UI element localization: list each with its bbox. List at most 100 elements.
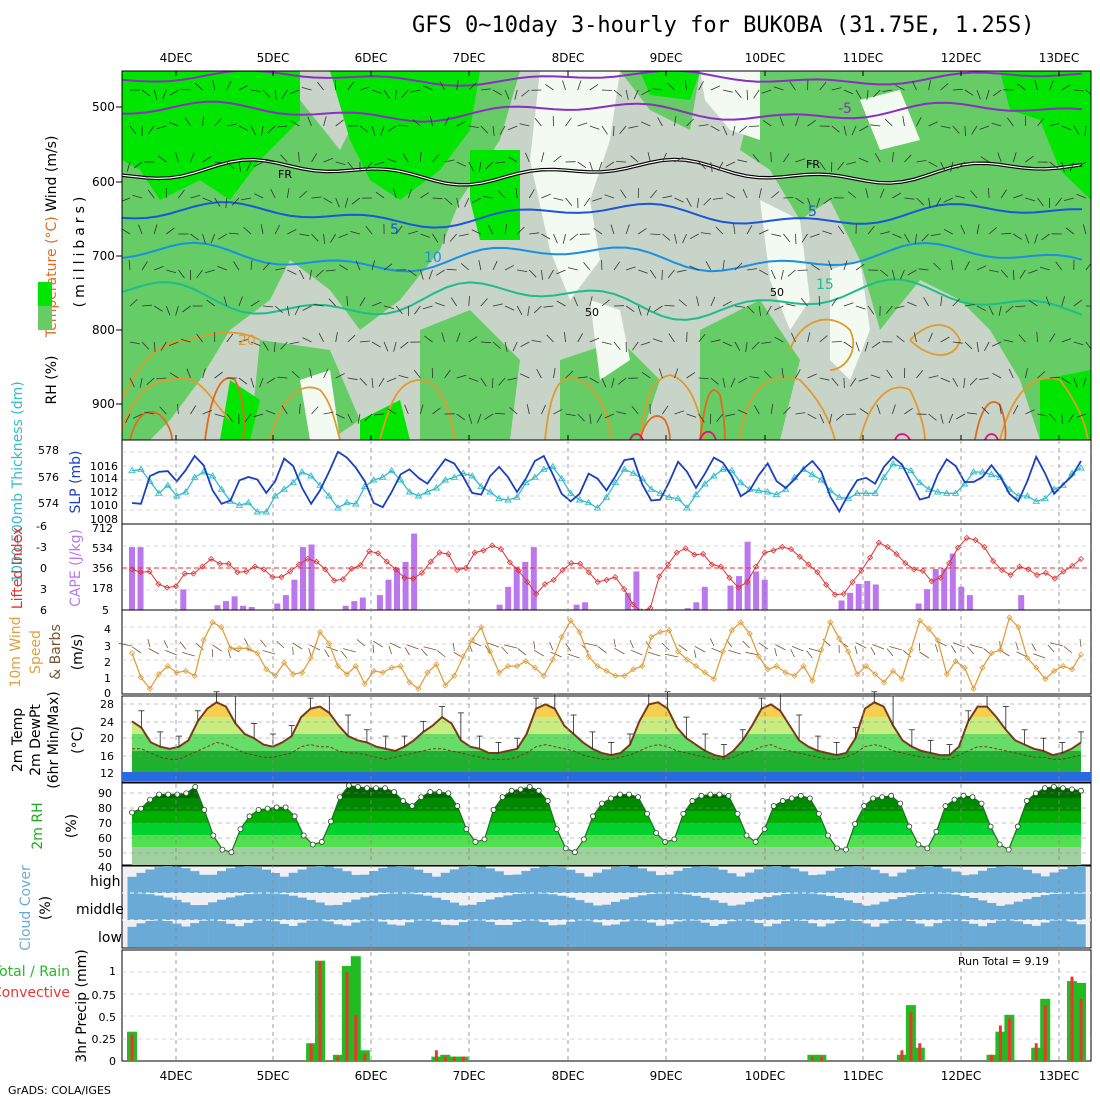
wind-barb [1037, 413, 1048, 417]
wind-barb [686, 118, 694, 127]
wind-barb [976, 224, 980, 235]
wind-barb [169, 372, 179, 379]
wind10-marker [128, 650, 136, 657]
rh2m-marker [481, 836, 488, 843]
wind-barb [424, 335, 433, 343]
cloud-low-bar [315, 920, 325, 947]
wind-barb [241, 197, 252, 201]
li-marker [471, 549, 478, 556]
wind-barb [166, 269, 177, 274]
cloud-low-bar [234, 926, 245, 947]
wind-barb [797, 269, 808, 271]
cloud-high-bar [172, 866, 182, 893]
rh2m-marker [138, 805, 144, 812]
cloud-low-bar [611, 924, 621, 947]
wind-barb [967, 412, 978, 415]
thickness-marker [907, 466, 915, 474]
rh2m-marker [644, 810, 651, 817]
rh2m-marker [129, 809, 135, 816]
li-marker [234, 569, 241, 576]
wind-barb [858, 157, 869, 163]
wind-barb [737, 159, 748, 163]
wind10-barb [678, 644, 688, 652]
wind-barb [892, 233, 902, 239]
wind-barb [661, 269, 663, 281]
cloud-high-bar [449, 869, 459, 893]
wind-barb [1049, 123, 1060, 127]
cloud-low-bar [252, 920, 262, 947]
wind10-barb [808, 648, 822, 653]
wind-barb [262, 262, 271, 271]
cloud-low-bar [154, 920, 164, 947]
wind-barb [928, 80, 932, 91]
wind-label: Wind (m/s) [44, 136, 60, 212]
wind-barb [565, 117, 572, 127]
cloud-low-bar [1058, 920, 1068, 947]
bottom-date-label: 9DEC [650, 1069, 683, 1083]
cloud-low-bar [691, 920, 701, 947]
wind-barb [311, 406, 319, 415]
cloud-high-bar [279, 876, 289, 893]
wind10-barb [533, 640, 536, 650]
thickness-marker [736, 478, 745, 486]
cloud-low-bar [575, 920, 585, 947]
cape-bar [693, 602, 700, 610]
wind-barb [763, 370, 772, 379]
wind-barb [964, 89, 974, 96]
wind-barb [999, 404, 1002, 415]
cape-bar [924, 589, 931, 610]
cloud-middle-bar [870, 904, 880, 920]
wind10-barb [952, 642, 965, 648]
contour-label-fr-1: FR [278, 168, 292, 181]
cape-bar [308, 544, 315, 610]
wind-barb [450, 297, 458, 307]
cape-bar [522, 561, 529, 610]
wind-barb [601, 299, 610, 307]
wind-barb [483, 196, 494, 199]
wind-barb [420, 192, 430, 199]
wind-barb [583, 197, 591, 207]
cloud-middle-bar [431, 897, 442, 920]
precip-panel: Run Total = 9.19 1 0.75 0.5 0.25 0 3hr P… [0, 949, 1092, 1068]
wind10-barb [292, 642, 303, 650]
rh2m-marker [535, 787, 542, 794]
rh-legend-swatch-mid [38, 306, 52, 330]
wind10-marker [639, 663, 646, 670]
li-marker [506, 559, 513, 566]
li-marker [559, 567, 566, 574]
cloud-high-bar [422, 873, 433, 893]
wind10-marker [442, 682, 449, 689]
wind10-marker [531, 664, 538, 671]
wind-barb [274, 224, 280, 235]
wind-barb [141, 89, 151, 97]
li-marker [313, 558, 320, 565]
wind-barb [766, 305, 772, 315]
cloud-high-bar [476, 866, 486, 893]
wind-barb [698, 161, 707, 170]
cloud-high-bar [611, 867, 621, 893]
cloud-high-bar [790, 868, 800, 893]
wind-barb [589, 125, 600, 130]
wind-barb [904, 407, 913, 415]
cloud-middle-bar [449, 902, 459, 920]
cloud-high-bar [754, 869, 764, 893]
wind-barb [682, 233, 687, 244]
wind-barb [317, 81, 324, 91]
wind-barb [914, 233, 917, 244]
wind-barb [970, 190, 978, 199]
rh2m-marker [409, 803, 416, 809]
cloud-high-bar [342, 871, 352, 893]
wind-barb [771, 233, 782, 237]
wind-barb [734, 305, 745, 308]
cloud-high-bar [1013, 867, 1023, 893]
cloud-middle-bar [163, 897, 173, 920]
wind-tick-1: 1 [104, 672, 111, 685]
li-marker [1051, 575, 1058, 582]
cloud-high-bar [557, 867, 567, 893]
wind-barb [471, 229, 482, 235]
cloud-middle-bar [405, 893, 415, 920]
wind10-barb [745, 651, 759, 656]
wind-barb [307, 116, 312, 127]
cloud-middle-bar [566, 897, 576, 920]
li-marker [893, 550, 900, 558]
